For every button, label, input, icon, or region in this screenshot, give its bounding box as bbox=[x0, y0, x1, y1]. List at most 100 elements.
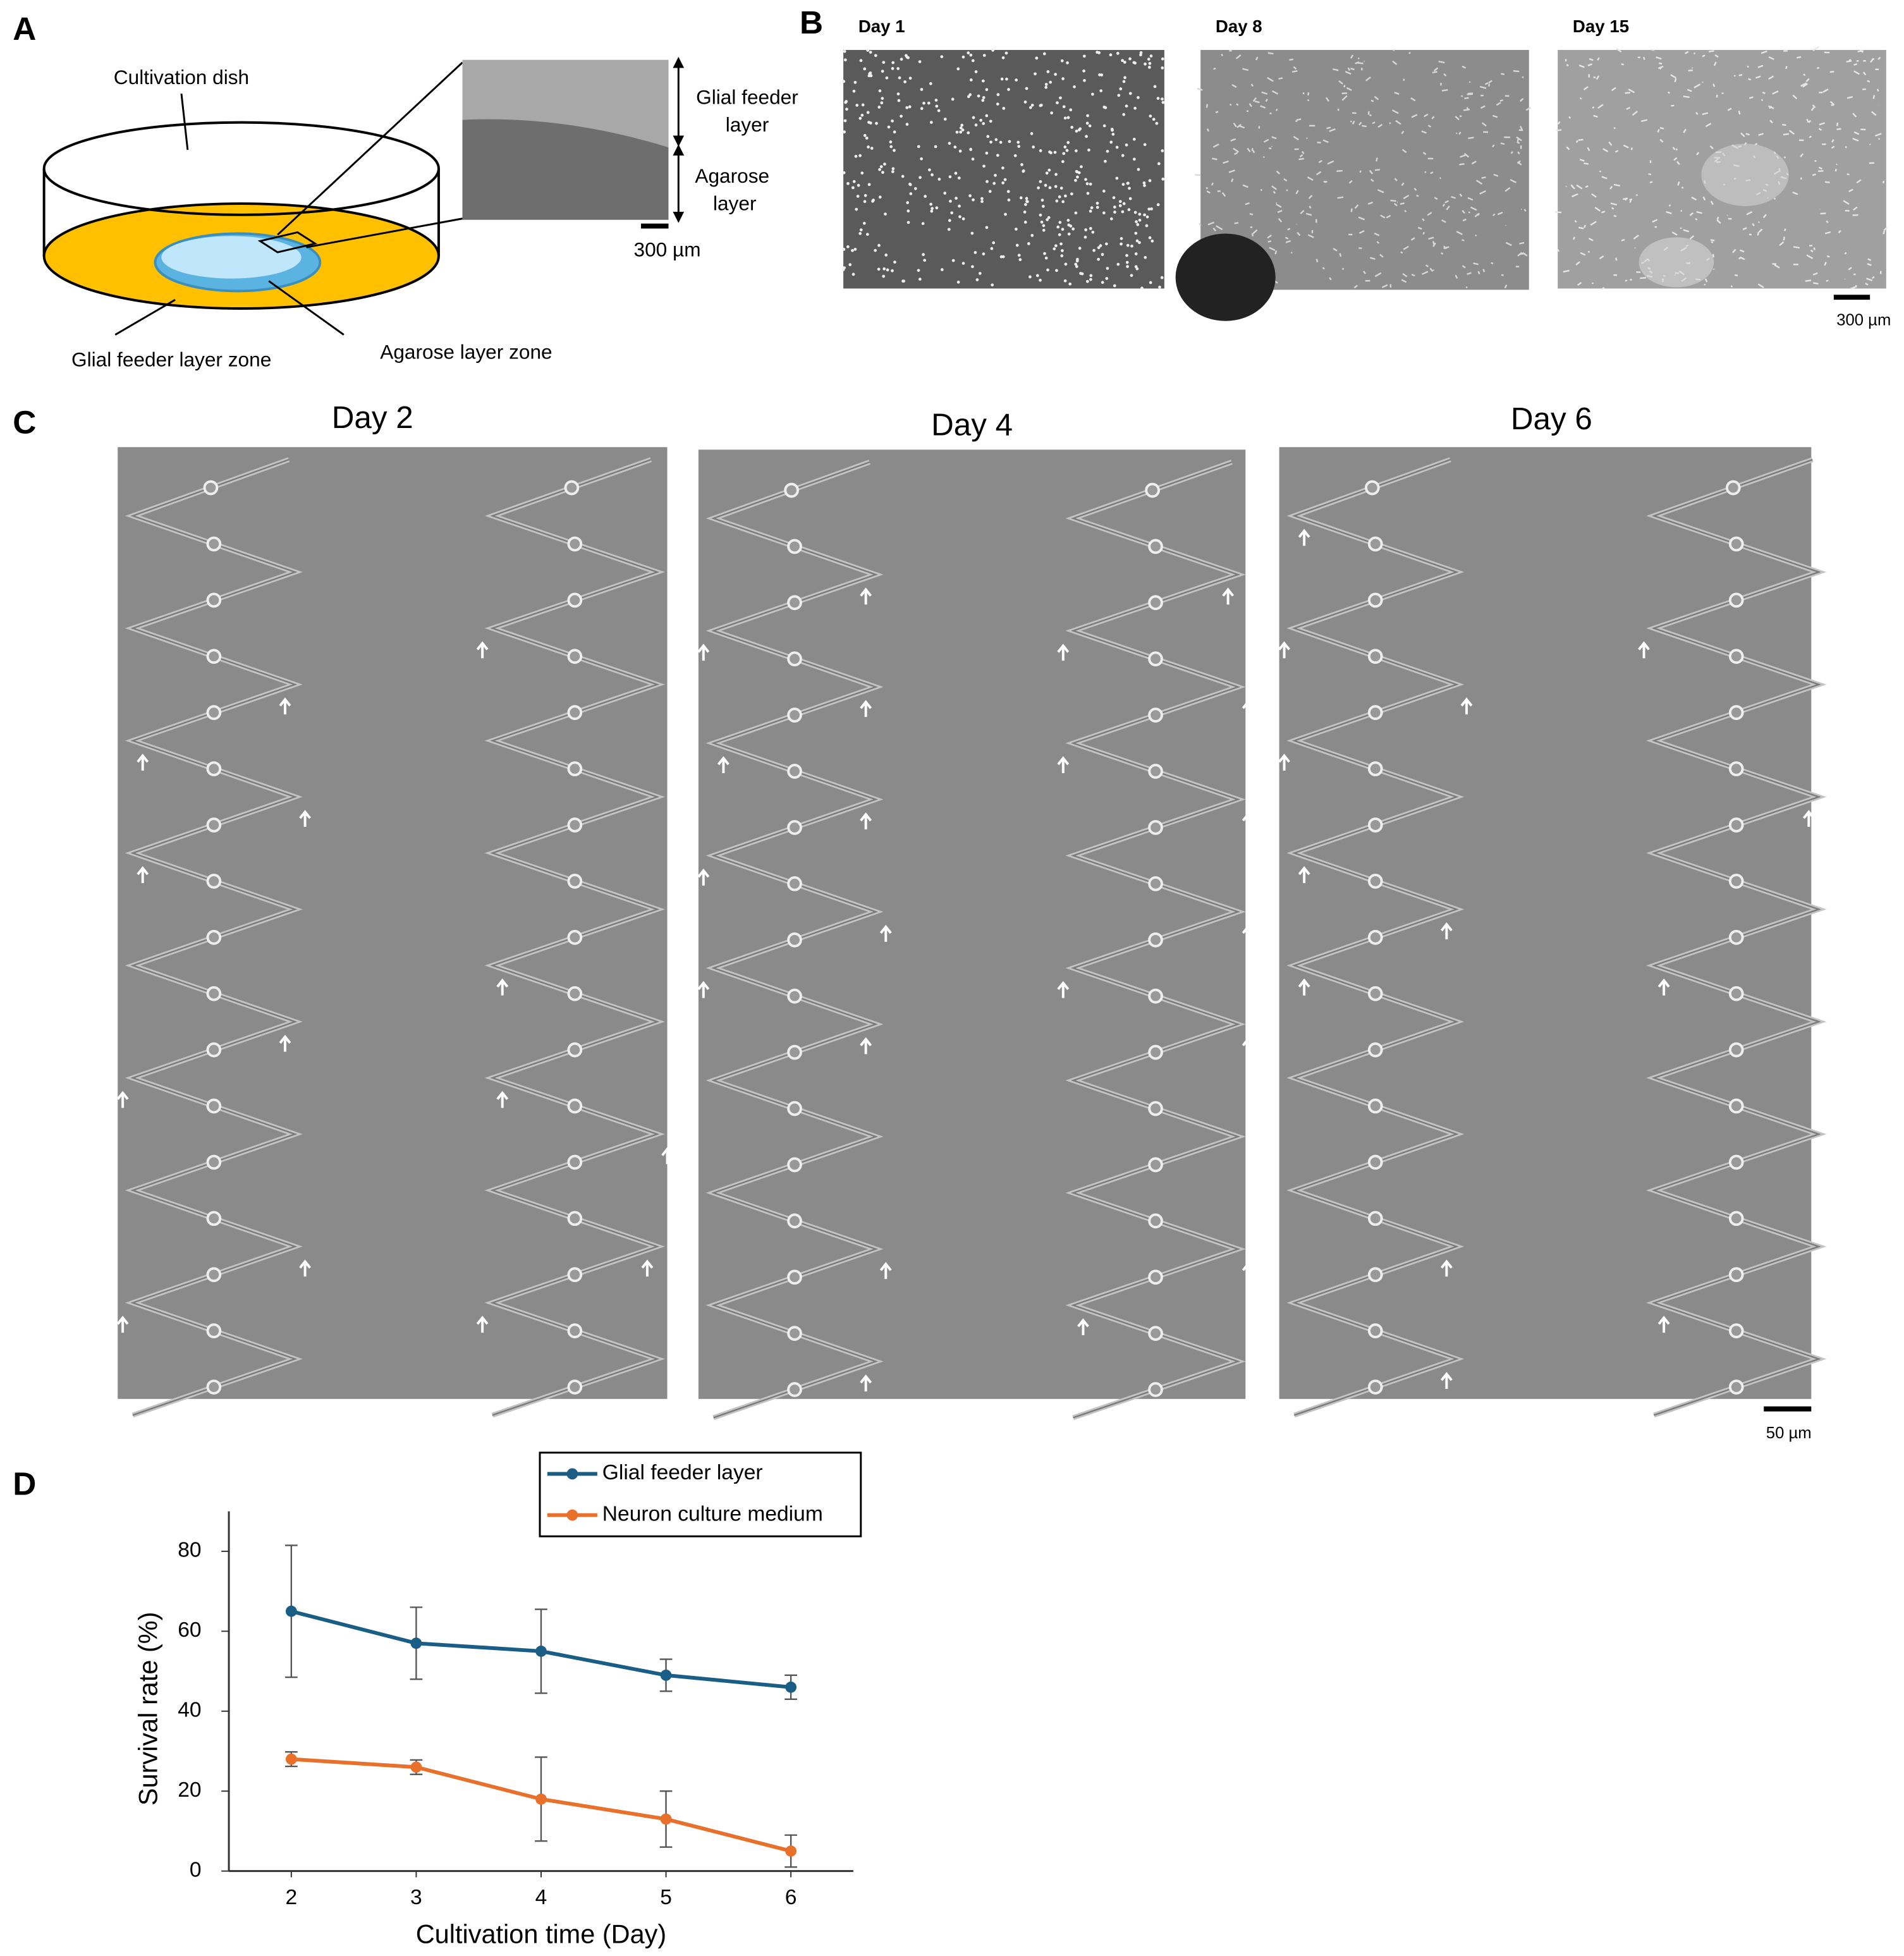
cell bbox=[1160, 276, 1164, 279]
cell bbox=[1095, 51, 1099, 54]
cell bbox=[1836, 128, 1841, 130]
cell bbox=[1727, 107, 1732, 111]
cell bbox=[1704, 283, 1706, 286]
cell bbox=[1421, 130, 1427, 134]
cell bbox=[882, 267, 886, 271]
neuron bbox=[567, 761, 583, 776]
cell bbox=[1493, 173, 1499, 177]
cell bbox=[1339, 253, 1342, 257]
cell bbox=[1381, 284, 1388, 288]
cell bbox=[906, 209, 910, 213]
cell bbox=[1125, 104, 1128, 108]
cell bbox=[1221, 53, 1223, 56]
cell bbox=[1632, 111, 1638, 116]
cell bbox=[1475, 180, 1483, 185]
cell bbox=[949, 199, 952, 203]
cell bbox=[851, 272, 855, 276]
cell bbox=[1806, 118, 1809, 123]
cell bbox=[937, 178, 941, 181]
cell bbox=[1779, 241, 1785, 247]
micrograph bbox=[1278, 447, 1835, 1418]
cell bbox=[1143, 143, 1147, 147]
cell bbox=[1113, 211, 1116, 214]
cell bbox=[1431, 116, 1435, 119]
cell bbox=[1792, 191, 1798, 195]
cell bbox=[1037, 186, 1040, 190]
neuron bbox=[1148, 707, 1163, 723]
cell bbox=[1235, 54, 1242, 59]
cell bbox=[1793, 246, 1800, 249]
cell bbox=[1519, 241, 1525, 245]
cell bbox=[1025, 200, 1028, 203]
neuron bbox=[1728, 874, 1744, 889]
cell bbox=[1258, 126, 1260, 129]
cell bbox=[1005, 77, 1008, 81]
cell bbox=[1601, 176, 1608, 180]
cell bbox=[1671, 231, 1678, 236]
cell bbox=[1350, 120, 1352, 123]
cell bbox=[1269, 112, 1272, 114]
cell bbox=[1557, 121, 1561, 125]
cell bbox=[1734, 274, 1738, 277]
arrow bbox=[860, 1374, 872, 1391]
cell bbox=[1126, 243, 1130, 247]
cell bbox=[1128, 57, 1132, 61]
cell bbox=[1231, 178, 1234, 183]
cell bbox=[882, 274, 886, 278]
neuron bbox=[787, 764, 802, 779]
cell bbox=[929, 82, 932, 85]
cell bbox=[1291, 70, 1298, 73]
cell bbox=[1101, 281, 1104, 284]
cell bbox=[931, 173, 934, 176]
cell bbox=[1475, 234, 1477, 237]
neuron bbox=[567, 817, 583, 833]
cell bbox=[1056, 225, 1060, 229]
cell bbox=[1153, 85, 1157, 89]
cell bbox=[1042, 228, 1046, 232]
cell bbox=[1683, 95, 1690, 99]
cell bbox=[1157, 162, 1161, 166]
arrow bbox=[137, 865, 149, 883]
cell bbox=[1492, 114, 1498, 118]
cell bbox=[1588, 238, 1594, 241]
cell bbox=[1089, 182, 1092, 186]
arrow bbox=[1242, 812, 1254, 829]
glow bbox=[1701, 144, 1789, 206]
cell bbox=[1231, 84, 1237, 88]
cell bbox=[1401, 149, 1407, 154]
cell bbox=[994, 173, 997, 177]
cell bbox=[1393, 202, 1398, 207]
cell bbox=[1307, 99, 1310, 102]
neuron bbox=[567, 705, 583, 721]
cell bbox=[1106, 150, 1109, 153]
cell bbox=[958, 215, 961, 219]
cell bbox=[1042, 205, 1045, 208]
cell bbox=[1395, 119, 1401, 125]
neuron bbox=[1367, 1098, 1383, 1114]
cell bbox=[1427, 212, 1432, 216]
cell bbox=[1341, 92, 1348, 95]
cell bbox=[1587, 147, 1590, 151]
cell bbox=[1101, 253, 1104, 256]
cell bbox=[1401, 130, 1405, 135]
cell bbox=[913, 186, 917, 190]
neuron bbox=[1148, 539, 1163, 554]
cell bbox=[1215, 111, 1219, 113]
cell bbox=[1568, 116, 1571, 119]
cell bbox=[1223, 160, 1229, 164]
cell bbox=[943, 118, 947, 121]
cell bbox=[893, 260, 896, 264]
cell bbox=[1054, 173, 1058, 176]
cell bbox=[1109, 140, 1113, 144]
cell bbox=[1556, 248, 1560, 252]
neuron bbox=[1148, 1269, 1163, 1285]
cell bbox=[1233, 138, 1236, 141]
cell bbox=[1446, 205, 1450, 211]
cell bbox=[931, 207, 934, 211]
neuron bbox=[1367, 649, 1383, 664]
cell bbox=[1061, 77, 1065, 80]
cell bbox=[1116, 262, 1120, 266]
point bbox=[660, 1813, 672, 1825]
label: Glial feeder layer zone bbox=[71, 348, 271, 370]
neuron bbox=[206, 761, 222, 776]
